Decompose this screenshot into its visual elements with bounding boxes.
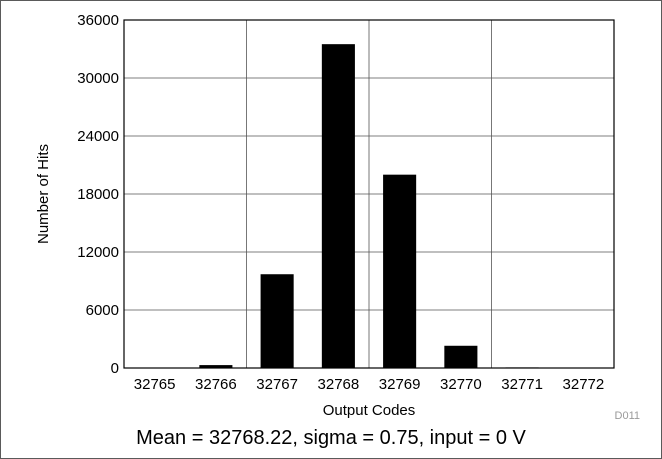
bars (138, 44, 600, 369)
tick-labels: 0 6000 12000 18000 24000 30000 36000 32765 32766… (77, 12, 604, 393)
y-tick-label: 0 (111, 360, 119, 377)
x-tick-label: 32772 (563, 376, 605, 393)
bar-32768 (321, 44, 355, 369)
x-tick-label: 32766 (195, 376, 237, 393)
figure-id-label: D011 (615, 410, 640, 422)
x-tick-label: 32768 (318, 376, 360, 393)
x-tick-label: 32767 (256, 376, 298, 393)
x-tick-label: 32770 (440, 376, 482, 393)
plot-area-border (123, 19, 615, 369)
x-tick-label: 32765 (134, 376, 176, 393)
bar-32767 (260, 274, 294, 368)
y-tick-label: 24000 (77, 128, 119, 145)
bar-32769 (383, 174, 417, 368)
y-tick-label: 6000 (86, 302, 119, 319)
y-tick-label: 36000 (77, 12, 119, 29)
y-tick-label: 30000 (77, 70, 119, 87)
y-tick-label: 18000 (77, 186, 119, 203)
bar-32770 (444, 345, 478, 368)
bar-32766 (199, 365, 233, 368)
y-tick-label: 12000 (77, 244, 119, 261)
grid-lines (124, 20, 614, 368)
chart-caption: Mean = 32768.22, sigma = 0.75, input = 0… (136, 427, 526, 449)
x-tick-label: 32769 (379, 376, 421, 393)
x-tick-label: 32771 (501, 376, 543, 393)
y-axis-label: Number of Hits (35, 144, 52, 244)
x-axis-label: Output Codes (323, 402, 416, 419)
